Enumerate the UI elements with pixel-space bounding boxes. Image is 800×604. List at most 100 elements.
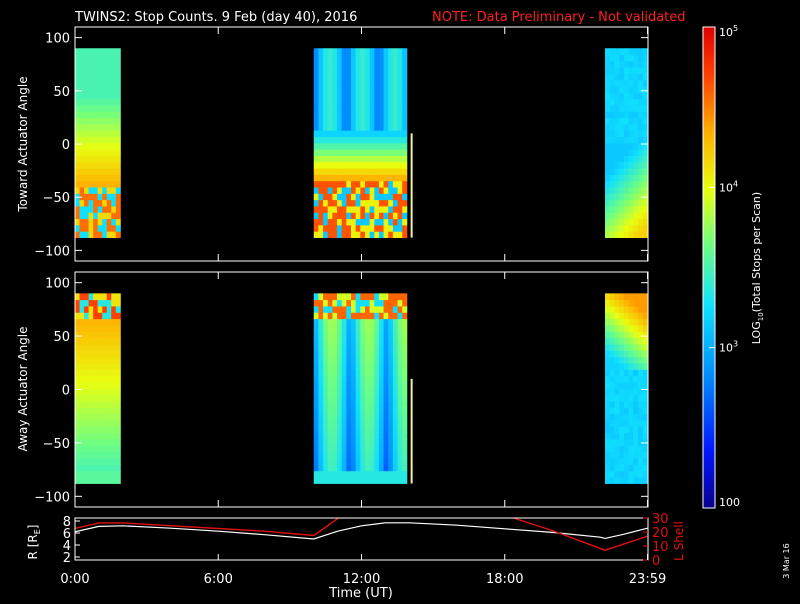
heatmap-cell [88, 382, 94, 389]
heatmap-cell [102, 470, 108, 478]
heatmap-cell [378, 218, 384, 226]
heatmap-cell [318, 375, 324, 383]
heatmap-cell [397, 432, 403, 440]
heatmap-cell [323, 331, 329, 339]
heatmap-cell [388, 312, 394, 320]
heatmap-cell [97, 306, 103, 313]
heatmap-cell [388, 168, 394, 175]
heatmap-cell [623, 73, 630, 81]
heatmap-cell [318, 388, 324, 396]
heatmap-cell [355, 299, 361, 307]
heatmap-cell [313, 161, 319, 169]
heatmap-cell [318, 299, 324, 307]
heatmap-cell [341, 48, 347, 55]
heatmap-cell [383, 86, 389, 93]
heatmap-cell [364, 394, 371, 402]
heatmap-cell [374, 451, 380, 459]
heatmap-cell [111, 420, 117, 427]
heatmap-cell [75, 325, 80, 332]
heatmap-cell [605, 477, 611, 484]
heatmap-cell [383, 73, 389, 81]
heatmap-cell [111, 224, 117, 232]
heatmap-cell [318, 401, 324, 408]
heatmap-cell [323, 111, 329, 119]
heatmap-cell [323, 458, 329, 465]
heatmap-cell [337, 445, 343, 453]
heatmap-cell [642, 130, 648, 138]
heatmap-cell [346, 477, 352, 484]
heatmap-cell [633, 388, 639, 396]
heatmap-cell [397, 92, 403, 100]
heatmap-cell [369, 407, 375, 415]
heatmap-cell [341, 155, 347, 163]
heatmap-cell [402, 161, 408, 169]
x-tick-label: 12:00 [343, 572, 380, 587]
heatmap-cell [397, 407, 403, 415]
heatmap-cell [327, 136, 333, 144]
r-tick-label: 6 [63, 527, 71, 542]
heatmap-cell [397, 174, 403, 182]
heatmap-cell [313, 325, 319, 332]
heatmap-cell [313, 401, 319, 408]
heatmap-cell [402, 67, 408, 74]
heatmap-cell [332, 98, 338, 106]
heatmap-cell [619, 432, 625, 440]
heatmap-cell [115, 439, 121, 446]
heatmap-cell [383, 79, 389, 87]
heatmap-cell [388, 199, 394, 207]
heatmap-cell [378, 312, 384, 320]
heatmap-cell [115, 420, 121, 427]
heatmap-cell [638, 92, 644, 100]
heatmap-cell [628, 318, 634, 326]
heatmap-cell [609, 344, 615, 351]
heatmap-cell [638, 54, 644, 62]
heatmap-cell [102, 420, 108, 427]
heatmap-cell [374, 105, 380, 112]
heatmap-cell [84, 432, 90, 440]
colorbar-tick-label: 104 [719, 179, 738, 194]
heatmap-cell [346, 98, 352, 106]
heatmap-cell [111, 439, 117, 446]
heatmap-cell [115, 199, 121, 207]
heatmap-cell [115, 318, 121, 326]
heatmap-cell [374, 299, 380, 307]
heatmap-cell [383, 325, 389, 332]
heatmap-cell [392, 470, 398, 478]
heatmap-cell [369, 464, 375, 472]
heatmap-cell [327, 218, 333, 226]
heatmap-cell [364, 199, 371, 207]
heatmap-cell [93, 477, 99, 484]
heatmap-cell [337, 432, 343, 440]
heatmap-cell [323, 218, 329, 226]
heatmap-cell [364, 130, 371, 138]
heatmap-cell [402, 293, 408, 301]
heatmap-cell [84, 299, 90, 307]
heatmap-cell [102, 168, 108, 175]
heatmap-cell [355, 363, 361, 370]
heatmap-cell [378, 318, 384, 326]
heatmap-cell [351, 375, 357, 383]
heatmap-cell [374, 206, 380, 213]
heatmap-cell [346, 86, 352, 93]
heatmap-cell [383, 92, 389, 100]
heatmap-cell [392, 206, 398, 213]
heatmap-cell [609, 86, 615, 93]
heatmap-cell [638, 407, 644, 415]
heatmap-cell [628, 130, 634, 138]
heatmap-cell [93, 464, 99, 472]
heatmap-cell [93, 206, 99, 213]
heatmap-cell [605, 180, 611, 188]
heatmap-cell [392, 142, 398, 150]
heatmap-cell [337, 293, 343, 301]
heatmap-cell [102, 130, 108, 138]
heatmap-cell [388, 60, 394, 68]
heatmap-cell [327, 98, 333, 106]
heatmap-cell [392, 363, 398, 370]
heatmap-cell [374, 98, 380, 106]
heatmap-cell [364, 439, 371, 446]
heatmap-cell [88, 149, 94, 156]
heatmap-cell [392, 356, 398, 364]
heatmap-cell [93, 105, 99, 112]
heatmap-cell [93, 470, 99, 478]
heatmap-cell [623, 363, 630, 370]
